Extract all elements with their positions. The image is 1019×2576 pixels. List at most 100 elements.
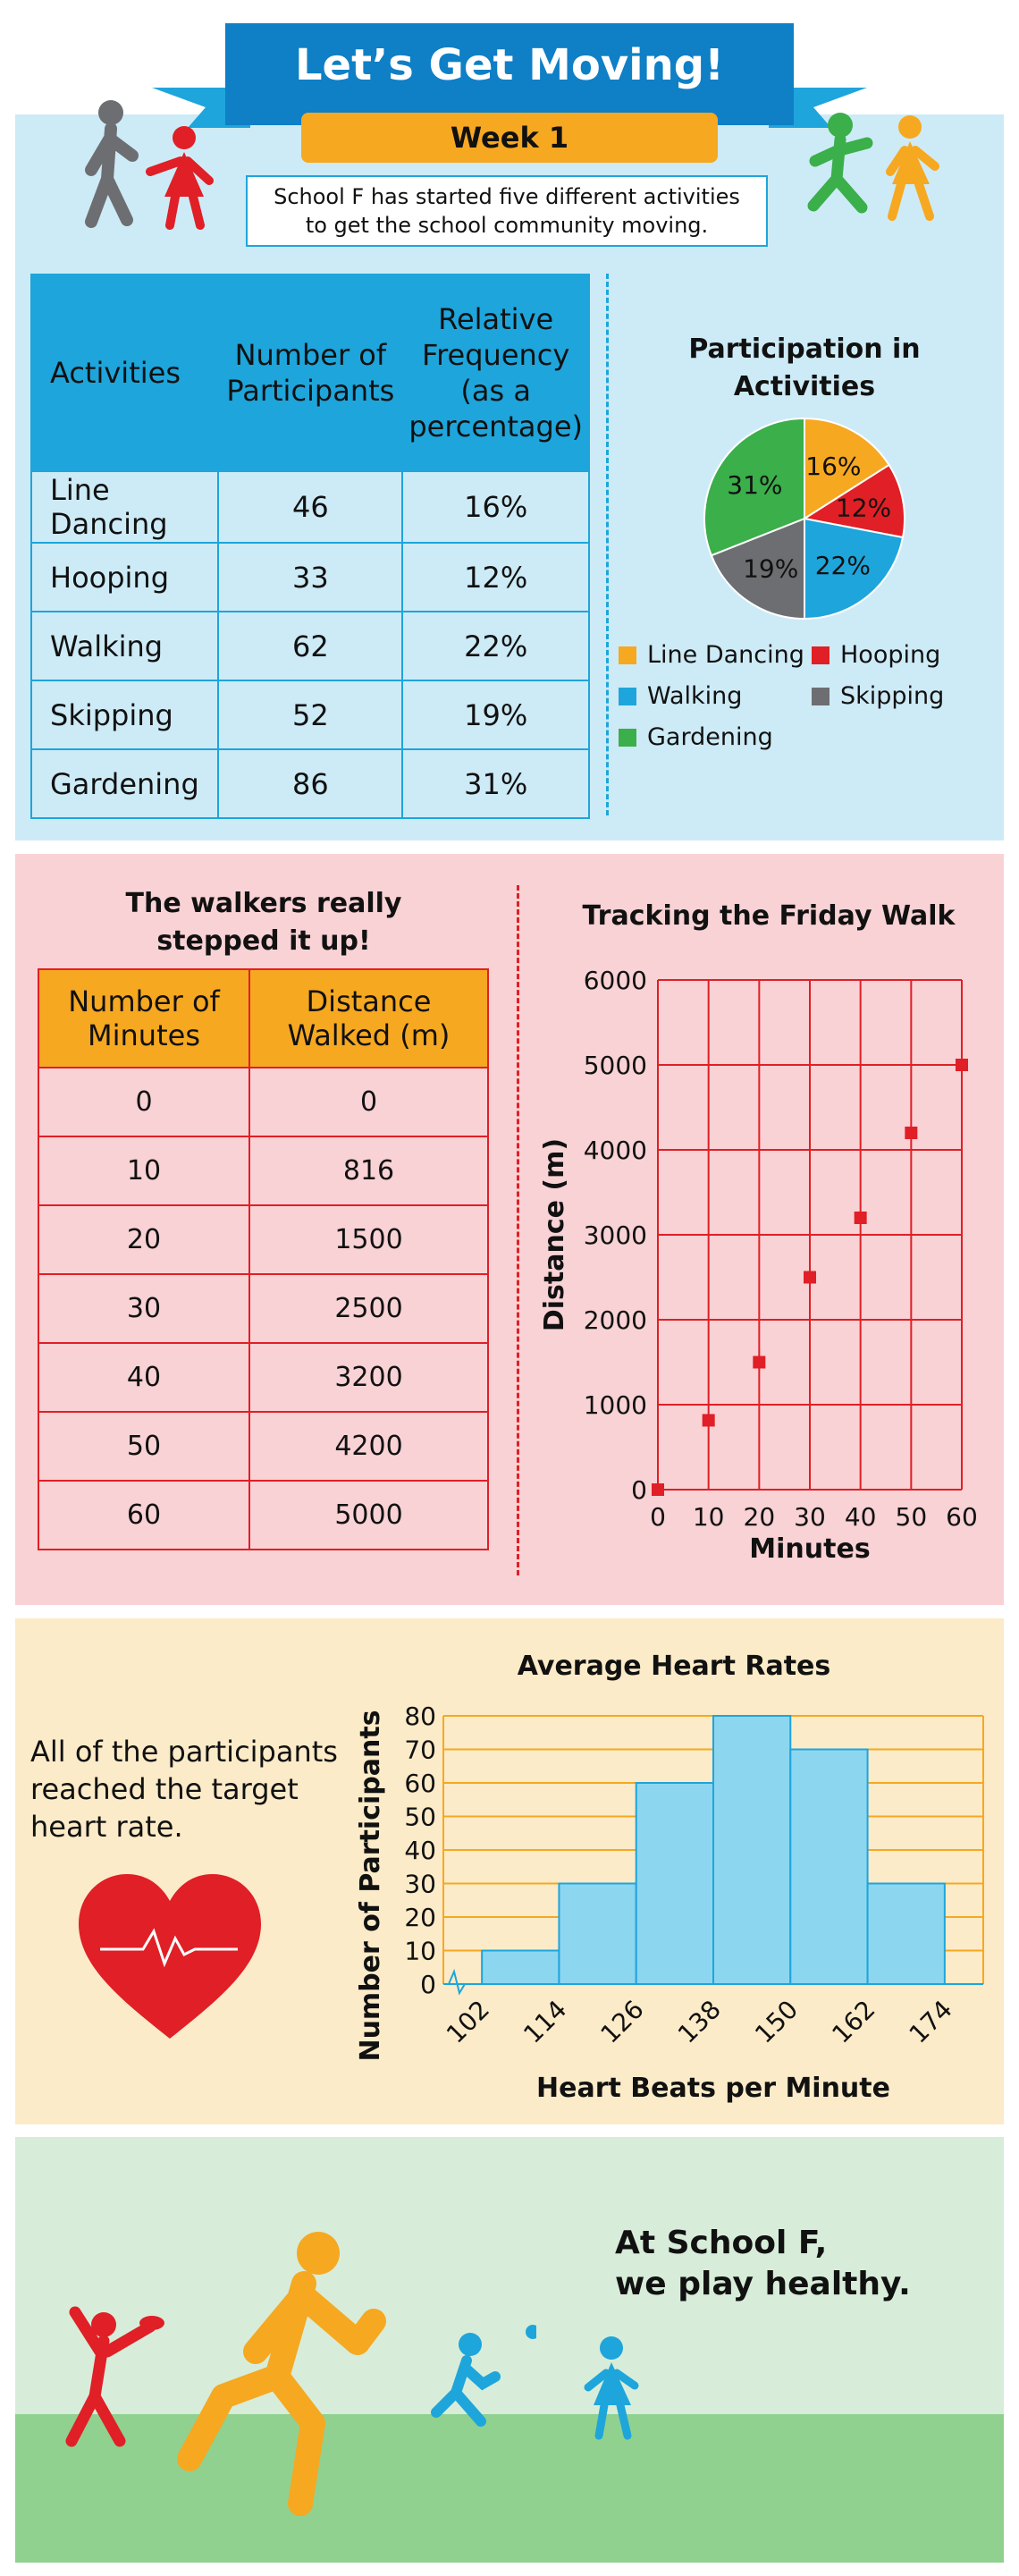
minutes-cell: 60 [38, 1480, 250, 1550]
table-row: 30 2500 [38, 1273, 489, 1344]
activities-table: Activities Number of Participants Relati… [29, 274, 590, 819]
x-tick-label: 126 [595, 1995, 650, 2049]
pie-chart-title: Participation in Activities [688, 334, 921, 402]
pie-slice-label: 12% [836, 493, 891, 522]
intro-box: School F has started five different acti… [246, 175, 768, 247]
legend-label: Hooping [840, 641, 941, 669]
playing-people-icon [65, 2232, 536, 2516]
participants-count: 33 [217, 542, 404, 612]
participants-count: 86 [217, 748, 404, 819]
x-axis-label: Minutes [749, 1533, 870, 1565]
slogan-line-1: At School F, [615, 2225, 828, 2261]
x-tick-label: 114 [518, 1995, 572, 2049]
x-tick-label: 30 [794, 1502, 826, 1532]
legend-swatch [619, 646, 636, 664]
table-row: 10 816 [38, 1136, 489, 1206]
y-tick-label: 5000 [584, 1051, 647, 1080]
histogram-bar [866, 1882, 946, 1985]
y-tick-label: 1000 [584, 1390, 647, 1420]
x-tick-label: 10 [693, 1502, 725, 1532]
relative-frequency: 16% [401, 470, 590, 544]
pie-slice [804, 417, 890, 520]
intro-line-1: School F has started five different acti… [274, 184, 740, 209]
heart-icon [79, 1874, 261, 2039]
section-divider [606, 274, 609, 815]
legend-label: Walking [647, 682, 743, 710]
activity-name: Skipping [29, 680, 220, 750]
walk-section-title: The walkers really stepped it up! [107, 885, 420, 960]
relative-frequency: 31% [401, 748, 590, 819]
relative-frequency: 12% [401, 542, 590, 612]
y-axis-label: Number of Participants [355, 1710, 386, 2061]
banner-top-fold [225, 23, 794, 27]
axis-break-icon [448, 1968, 466, 1996]
legend-item: Gardening [619, 724, 773, 751]
header-minutes: Number of Minutes [38, 968, 250, 1068]
distance-cell: 5000 [248, 1480, 489, 1550]
legend-swatch [812, 646, 830, 664]
y-tick-label: 40 [404, 1836, 436, 1865]
table-row: Walking 62 22% [29, 611, 590, 681]
y-tick-label: 10 [404, 1937, 436, 1966]
scatter-point [956, 1059, 968, 1071]
y-tick-label: 6000 [584, 966, 647, 995]
x-tick-label: 40 [845, 1502, 877, 1532]
y-tick-label: 20 [404, 1903, 436, 1932]
distance-cell: 4200 [248, 1411, 489, 1482]
legend-swatch [619, 688, 636, 705]
participants-count: 52 [217, 680, 404, 750]
y-axis-label: Distance (m) [539, 1138, 570, 1331]
pie-slice-label: 16% [805, 452, 861, 481]
y-tick-label: 2000 [584, 1305, 647, 1335]
walk-title-line-1: The walkers really [125, 888, 402, 919]
minutes-cell: 0 [38, 1067, 250, 1137]
activity-name: Gardening [29, 748, 220, 819]
legend-label: Gardening [647, 723, 773, 751]
pie-slice [703, 417, 805, 557]
x-tick-label: 138 [672, 1995, 727, 2049]
pie-slice-label: 19% [743, 554, 798, 584]
scatter-point [702, 1414, 715, 1427]
intro-line-2: to get the school community moving. [305, 213, 709, 238]
footer-slogan: At School F, we play healthy. [615, 2223, 990, 2305]
distance-cell: 2500 [248, 1273, 489, 1344]
pie-slice [802, 463, 905, 539]
x-tick-label: 50 [896, 1502, 928, 1532]
walk-title-line-2: stepped it up! [156, 925, 371, 957]
histogram-chart: Average Heart Rates 0 10 20 30 40 50 60 70 80 102 1… [355, 1651, 984, 2104]
table-row: 20 1500 [38, 1204, 489, 1275]
histogram-title: Average Heart Rates [518, 1651, 831, 1682]
activity-name: Line Dancing [29, 470, 220, 544]
histogram-bar [712, 1715, 792, 1985]
legend-swatch [812, 688, 830, 705]
scatter-point [753, 1356, 766, 1369]
legend-item: Skipping [812, 683, 944, 710]
table-row: Skipping 52 19% [29, 680, 590, 750]
walking-people-icon [85, 100, 214, 230]
running-kids-icon [807, 113, 939, 221]
x-tick-label: 150 [749, 1995, 804, 2049]
relative-frequency: 19% [401, 680, 590, 750]
heart-rate-note: All of the participants reached the targ… [30, 1735, 338, 1844]
header-distance: Distance Walked (m) [248, 968, 489, 1068]
y-tick-label: 70 [404, 1736, 436, 1765]
participants-count: 46 [217, 470, 404, 544]
histogram-bar [558, 1882, 637, 1985]
y-tick-label: 3000 [584, 1220, 647, 1250]
histogram-bar [789, 1748, 869, 1985]
y-tick-label: 80 [404, 1702, 436, 1731]
x-tick-label: 20 [744, 1502, 776, 1532]
pie-slice-label: 22% [815, 551, 871, 580]
table-row: Gardening 86 31% [29, 748, 590, 819]
x-tick-label: 102 [441, 1995, 495, 2049]
distance-cell: 1500 [248, 1204, 489, 1275]
pie-slice-label: 31% [727, 470, 782, 500]
week-badge: Week 1 [301, 113, 718, 163]
y-tick-label: 30 [404, 1870, 436, 1899]
header-participants: Number of Participants [217, 274, 404, 472]
histogram-bar [635, 1782, 715, 1985]
legend-item: Line Dancing [619, 642, 804, 669]
page-title: Let’s Get Moving! [294, 40, 725, 90]
